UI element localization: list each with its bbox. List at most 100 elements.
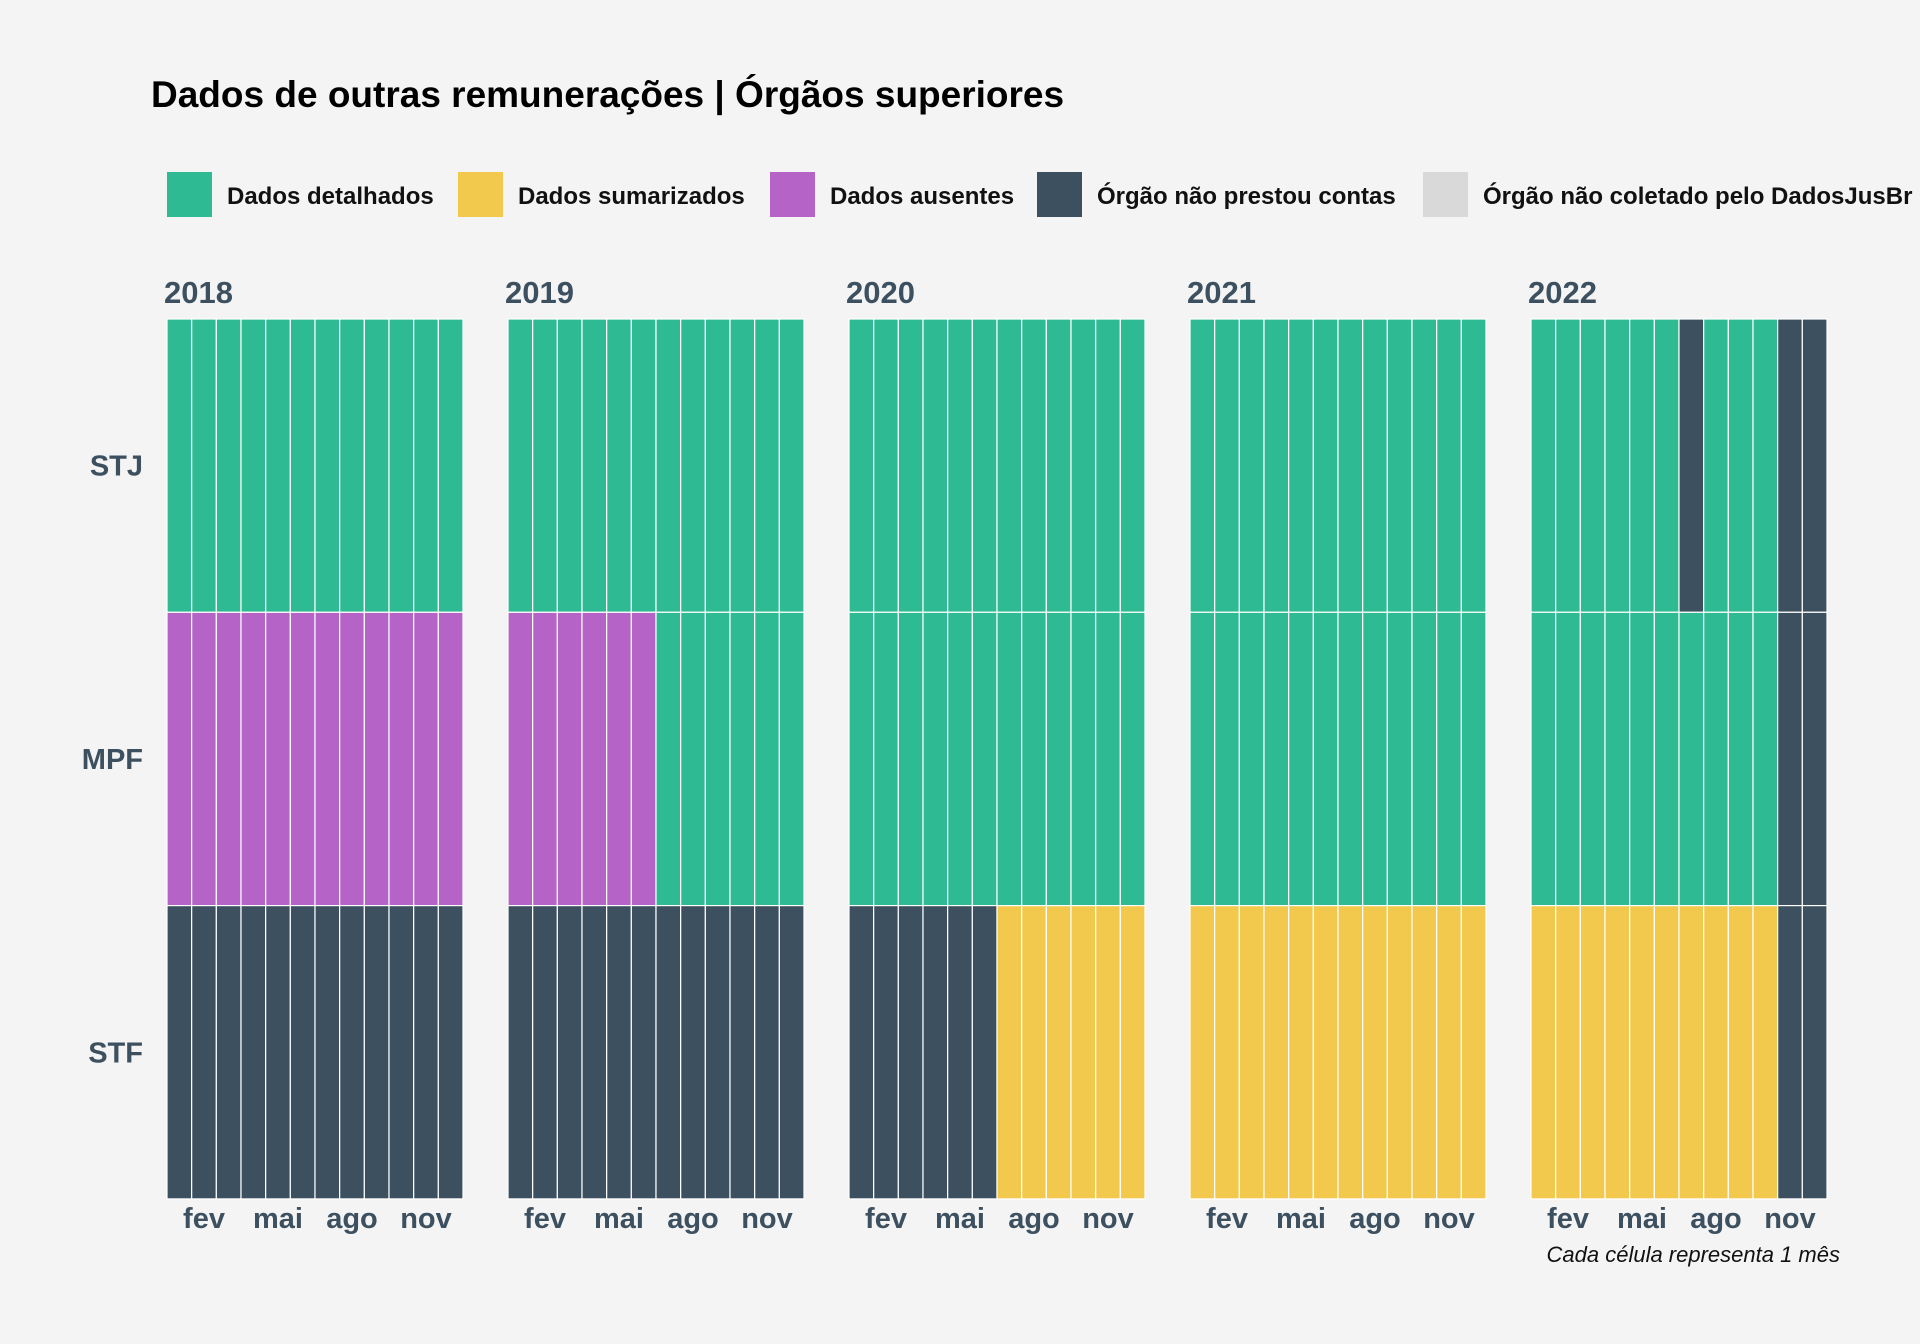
cell-2020-STF-m12 (1119, 904, 1146, 1200)
cell-2019-STF-m3 (556, 904, 583, 1200)
cell-2019-MPF-m2 (532, 611, 558, 907)
cell-2021-STJ-m11 (1436, 318, 1462, 613)
cell-2022-MPF-m5 (1629, 611, 1655, 907)
cell-2019-MPF-m6 (630, 611, 657, 907)
cell-2018-STF-m10 (388, 904, 415, 1200)
cell-2019-STF-m5 (606, 904, 632, 1200)
cell-2022-STF-m2 (1555, 904, 1581, 1200)
facet-label-2019: 2019 (505, 275, 574, 310)
cell-2019-STF-m8 (680, 904, 706, 1200)
cell-2020-STF-m9 (1045, 904, 1072, 1200)
x-tick-2018-mai: mai (253, 1203, 303, 1235)
cell-2021-MPF-m11 (1436, 611, 1462, 907)
cell-2020-STJ-m2 (873, 318, 899, 613)
cell-2020-STF-m5 (947, 904, 973, 1200)
cell-2019-STF-m11 (754, 904, 780, 1200)
cell-2021-STJ-m10 (1411, 318, 1438, 613)
x-tick-2020-nov: nov (1082, 1203, 1134, 1235)
cell-2019-MPF-m10 (729, 611, 756, 907)
cell-2021-MPF-m5 (1288, 611, 1314, 907)
cell-2018-STJ-m8 (339, 318, 365, 613)
cell-2019-MPF-m5 (606, 611, 632, 907)
cell-2019-STJ-m11 (754, 318, 780, 613)
cell-2021-STF-m2 (1214, 904, 1240, 1200)
cell-2022-STJ-m8 (1703, 318, 1729, 613)
cell-2018-MPF-m8 (339, 611, 365, 907)
cell-2021-MPF-m6 (1312, 611, 1339, 907)
cell-2018-MPF-m12 (437, 611, 464, 907)
cell-2018-STF-m5 (265, 904, 291, 1200)
row-label-stf: STF (88, 1037, 143, 1069)
cell-2018-STJ-m9 (363, 318, 390, 613)
legend-swatch-sumarizados (458, 172, 503, 217)
cell-2018-MPF-m5 (265, 611, 291, 907)
legend-swatch-detalhados (167, 172, 212, 217)
cell-2021-MPF-m2 (1214, 611, 1240, 907)
cell-2020-STJ-m5 (947, 318, 973, 613)
cell-2018-STJ-m6 (289, 318, 316, 613)
cell-2020-STF-m8 (1021, 904, 1047, 1200)
cell-2022-STF-m12 (1801, 904, 1828, 1200)
cell-2022-STF-m1 (1530, 904, 1557, 1200)
cell-2021-STF-m8 (1362, 904, 1388, 1200)
x-tick-2019-ago: ago (667, 1203, 719, 1235)
legend: Dados detalhados Dados sumarizados Dados a… (167, 172, 1912, 217)
cell-2021-STF-m4 (1263, 904, 1290, 1200)
cell-2019-STJ-m9 (704, 318, 731, 613)
cell-2020-STF-m11 (1095, 904, 1121, 1200)
cell-2020-STJ-m6 (971, 318, 998, 613)
legend-swatch-nao_coletado (1423, 172, 1468, 217)
cell-2021-STJ-m8 (1362, 318, 1388, 613)
cell-2018-STJ-m1 (166, 318, 193, 613)
cell-2021-STF-m9 (1386, 904, 1413, 1200)
cell-2022-MPF-m10 (1752, 611, 1779, 907)
cell-2022-STJ-m2 (1555, 318, 1581, 613)
cell-2022-STF-m7 (1678, 904, 1705, 1200)
cell-2021-STJ-m12 (1460, 318, 1487, 613)
cell-2019-STJ-m10 (729, 318, 756, 613)
cell-2018-STJ-m7 (314, 318, 341, 613)
x-tick-2019-nov: nov (741, 1203, 793, 1235)
cell-2018-STF-m3 (215, 904, 242, 1200)
legend-item-sumarizados: Dados sumarizados (458, 172, 745, 217)
cell-2019-MPF-m8 (680, 611, 706, 907)
x-tick-2021-mai: mai (1276, 1203, 1326, 1235)
cell-2022-MPF-m6 (1653, 611, 1680, 907)
cell-2019-STJ-m2 (532, 318, 558, 613)
cell-2019-STF-m4 (581, 904, 608, 1200)
cell-2022-MPF-m11 (1777, 611, 1803, 907)
row-label-mpf: MPF (82, 744, 143, 776)
cell-2021-MPF-m8 (1362, 611, 1388, 907)
cell-2018-STJ-m12 (437, 318, 464, 613)
cell-2022-MPF-m12 (1801, 611, 1828, 907)
x-tick-2018-nov: nov (400, 1203, 452, 1235)
cell-2018-STF-m7 (314, 904, 341, 1200)
legend-item-ausentes: Dados ausentes (770, 172, 1014, 217)
cell-2021-MPF-m9 (1386, 611, 1413, 907)
cell-2019-MPF-m4 (581, 611, 608, 907)
cell-2019-STJ-m5 (606, 318, 632, 613)
cell-2019-STF-m7 (655, 904, 682, 1200)
cell-2022-STF-m8 (1703, 904, 1729, 1200)
chart-caption: Cada célula representa 1 mês (1547, 1242, 1841, 1267)
cell-2020-STF-m1 (848, 904, 875, 1200)
cell-2018-STF-m6 (289, 904, 316, 1200)
cell-2020-MPF-m1 (848, 611, 875, 907)
cell-2020-STJ-m1 (848, 318, 875, 613)
cell-2018-STJ-m5 (265, 318, 291, 613)
x-tick-2019-fev: fev (524, 1203, 566, 1235)
legend-label-nao_coletado: Órgão não coletado pelo DadosJusBr (1483, 182, 1912, 210)
cell-2021-MPF-m3 (1238, 611, 1265, 907)
x-tick-2020-fev: fev (865, 1203, 907, 1235)
cell-2018-STJ-m2 (191, 318, 217, 613)
cell-2021-STF-m1 (1189, 904, 1216, 1200)
row-labels: STJ MPF STF (82, 451, 143, 1070)
cell-2020-STJ-m11 (1095, 318, 1121, 613)
cell-2020-STJ-m8 (1021, 318, 1047, 613)
cell-2022-STJ-m10 (1752, 318, 1779, 613)
x-tick-2018-ago: ago (326, 1203, 378, 1235)
cell-2018-MPF-m10 (388, 611, 415, 907)
